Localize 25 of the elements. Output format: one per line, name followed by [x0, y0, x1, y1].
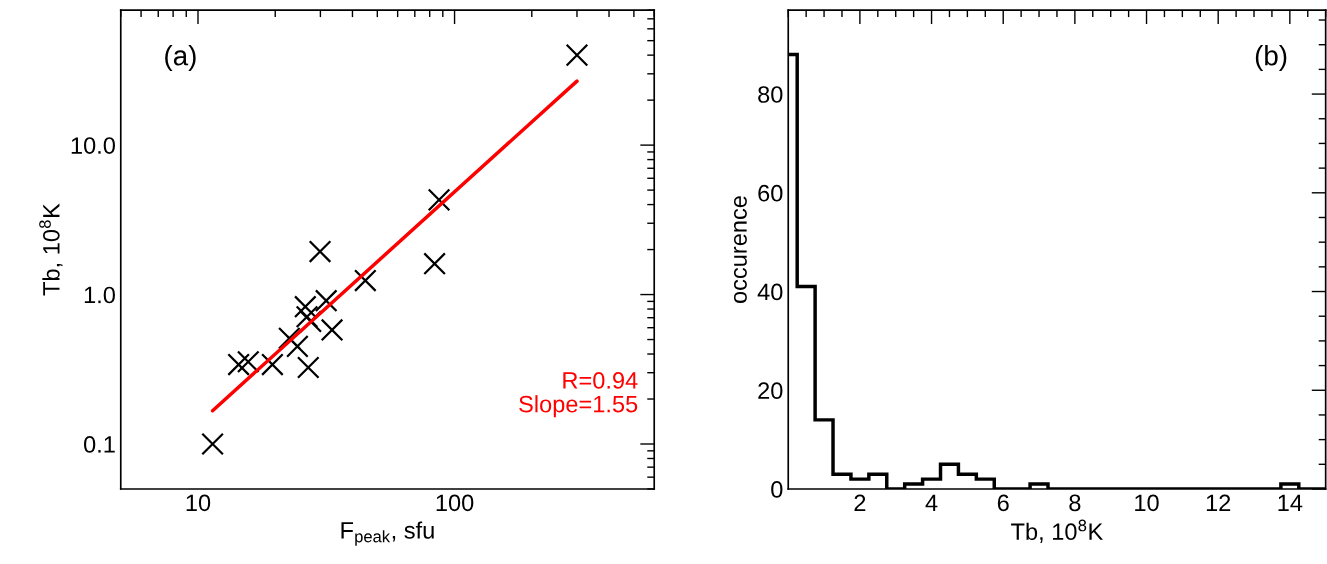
y-tick-label: 60: [758, 184, 783, 202]
y-tick-label: 40: [757, 283, 783, 301]
y-tick-label: 10.0: [71, 137, 115, 154]
y-axis-title: occurence: [733, 196, 747, 304]
x-tick-label: 10: [1135, 494, 1159, 512]
y-tick-label: 20: [758, 382, 783, 400]
annotation: (a): [165, 45, 196, 71]
x-tick-label: 100: [436, 494, 474, 512]
annotation: (b): [1255, 45, 1287, 71]
x-tick-label: 14: [1278, 494, 1303, 511]
x-tick-label: 2: [854, 494, 866, 511]
x-axis-title: F$_{peak}$, sfu: [341, 521, 434, 546]
y-tick-label: 0.1: [84, 436, 115, 453]
x-tick-label: 8: [1069, 494, 1081, 512]
annotation: R=0.94: [563, 372, 638, 389]
annotation: Slope=1.55: [519, 395, 638, 418]
x-tick-label: 6: [997, 494, 1009, 512]
x-axis-title: Tb, 10$^{8}$K: [1011, 519, 1104, 543]
x-tick-label: 10: [186, 494, 211, 512]
y-tick-label: 1.0: [84, 286, 115, 304]
y-tick-label: 0: [771, 481, 783, 498]
x-tick-label: 12: [1206, 494, 1231, 511]
y-tick-label: 80: [758, 86, 783, 103]
x-tick-label: 4: [925, 494, 938, 511]
y-axis-title: Tb, 10$^{8}$K: [39, 203, 63, 296]
